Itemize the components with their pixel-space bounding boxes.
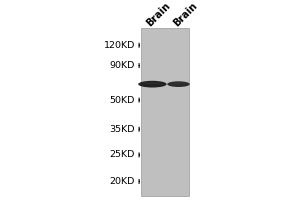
Text: 90KD: 90KD: [110, 61, 135, 70]
Text: 50KD: 50KD: [110, 96, 135, 105]
Text: 120KD: 120KD: [103, 41, 135, 50]
Text: 20KD: 20KD: [110, 177, 135, 186]
Text: Brain: Brain: [144, 1, 172, 28]
Ellipse shape: [171, 83, 186, 84]
Ellipse shape: [138, 81, 167, 88]
Text: Brain: Brain: [171, 1, 199, 28]
Bar: [141, 28, 189, 196]
Ellipse shape: [142, 82, 162, 84]
Ellipse shape: [167, 81, 190, 87]
Text: 25KD: 25KD: [110, 150, 135, 159]
Text: 35KD: 35KD: [110, 125, 135, 134]
